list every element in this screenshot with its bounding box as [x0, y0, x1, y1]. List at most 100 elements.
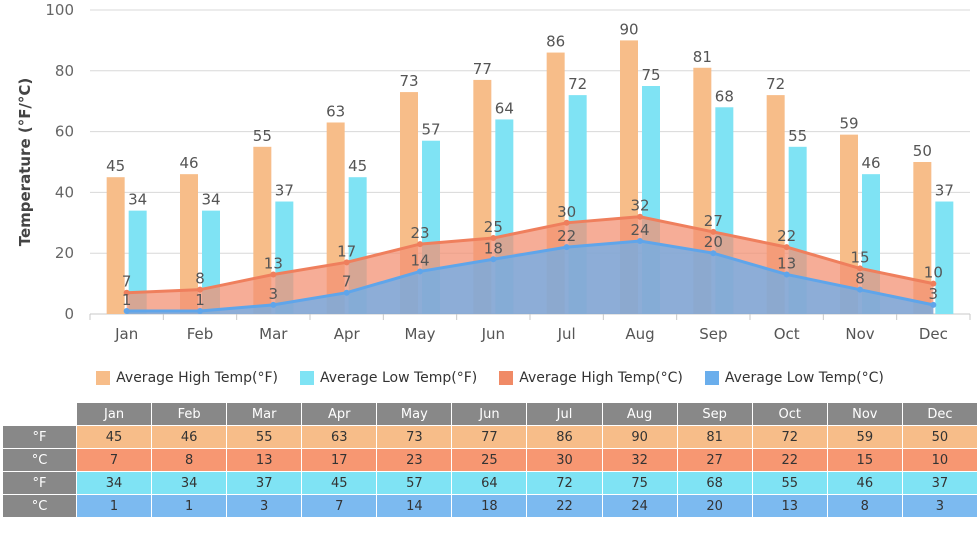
legend-item-low-c[interactable]: Average Low Temp(°C) — [704, 370, 884, 386]
table-cell: 72 — [526, 471, 603, 495]
data-label-high-f: 45 — [106, 157, 125, 175]
series-high-c-point — [783, 244, 790, 251]
data-label-low-c: 18 — [484, 239, 503, 257]
legend-item-low-f[interactable]: Average Low Temp(°F) — [300, 370, 477, 386]
table-cell: 17 — [301, 448, 378, 472]
table-header-row: Jan Feb Mar Apr May Jun Jul Aug Sep Oct … — [2, 402, 979, 426]
data-label-low-c: 8 — [855, 270, 865, 288]
legend-swatch-low-f — [300, 371, 315, 385]
table-cell: 22 — [526, 494, 603, 518]
table-cell: 64 — [451, 471, 528, 495]
data-label-high-f: 81 — [693, 48, 712, 66]
table-row-low-c: °C 1 1 3 7 14 18 22 24 20 13 8 3 — [2, 494, 979, 518]
data-label-high-c: 10 — [924, 264, 943, 282]
data-label-high-c: 32 — [630, 197, 649, 215]
data-label-low-c: 13 — [777, 254, 796, 272]
bar-low-f — [128, 210, 147, 314]
table-cell: 27 — [676, 448, 753, 472]
temperature-table: Jan Feb Mar Apr May Jun Jul Aug Sep Oct … — [2, 402, 979, 518]
data-label-low-c: 24 — [630, 221, 649, 239]
table-cell: 68 — [676, 471, 753, 495]
data-label-high-f: 86 — [546, 33, 565, 51]
series-high-c-point — [930, 280, 937, 287]
x-tick-label: Sep — [699, 325, 727, 343]
table-cell: 55 — [226, 425, 303, 449]
y-tick-label: 60 — [55, 123, 74, 141]
table-cell: 7 — [301, 494, 378, 518]
table-month-header: May — [376, 402, 453, 426]
series-low-c-point — [343, 289, 350, 296]
legend-label-low-f: Average Low Temp(°F) — [320, 370, 478, 386]
series-high-c-point — [197, 286, 203, 293]
data-label-low-c: 20 — [704, 233, 723, 251]
table-month-header: Jun — [451, 402, 528, 426]
table-cell: 8 — [826, 494, 903, 518]
table-cell: 37 — [226, 471, 303, 495]
table-month-header: Dec — [901, 402, 979, 426]
y-axis-label: Temperature (°F/°C) — [16, 78, 34, 247]
data-label-high-f: 55 — [253, 127, 272, 145]
table-month-header: Jul — [526, 402, 603, 426]
table-cell: 45 — [301, 471, 378, 495]
legend-label-high-f: Average High Temp(°F) — [116, 370, 279, 386]
legend-item-high-c[interactable]: Average High Temp(°C) — [499, 370, 683, 386]
table-cell: 20 — [676, 494, 753, 518]
table-cell: 23 — [376, 448, 453, 472]
series-low-c-point — [490, 256, 497, 263]
table-cell: 55 — [751, 471, 828, 495]
bar-high-f — [180, 174, 198, 314]
table-cell: 45 — [75, 425, 153, 449]
x-tick-label: Oct — [774, 325, 800, 343]
table-cell: 72 — [751, 425, 828, 449]
table-cell: 1 — [75, 494, 153, 518]
table-cell: 73 — [376, 425, 453, 449]
table-cell: 81 — [676, 425, 753, 449]
table-cell: 8 — [151, 448, 228, 472]
data-label-low-f: 37 — [275, 182, 294, 200]
table-month-header: Sep — [676, 402, 753, 426]
series-low-c-point — [197, 307, 203, 314]
table-cell: 50 — [901, 425, 979, 449]
series-high-c-point — [710, 228, 717, 235]
legend-item-high-f[interactable]: Average High Temp(°F) — [96, 370, 278, 386]
series-low-c-point — [417, 268, 423, 275]
table-cell: 75 — [601, 471, 678, 495]
table-month-header: Nov — [826, 402, 903, 426]
data-label-low-c: 1 — [195, 291, 205, 309]
x-tick-label: Jul — [557, 325, 576, 343]
table-cell: 46 — [826, 471, 903, 495]
legend-label-high-c: Average High Temp(°C) — [519, 370, 683, 386]
data-label-high-f: 63 — [326, 102, 345, 120]
data-label-high-c: 25 — [484, 218, 503, 236]
table-row-high-c: °C 7 8 13 17 23 25 30 32 27 22 15 10 — [2, 448, 979, 472]
data-label-high-f: 59 — [839, 115, 858, 133]
data-label-low-c: 14 — [410, 251, 429, 269]
table-cell: 3 — [226, 494, 303, 518]
data-label-high-c: 7 — [122, 273, 132, 291]
table-cell: 14 — [376, 494, 453, 518]
table-cell: 10 — [901, 448, 979, 472]
data-label-high-c: 15 — [850, 248, 869, 266]
table-month-header: Oct — [751, 402, 828, 426]
data-label-low-c: 7 — [342, 273, 352, 291]
legend-swatch-high-f — [96, 371, 111, 385]
series-high-c-point — [123, 289, 130, 296]
series-high-c-point — [563, 219, 570, 226]
table-cell: 15 — [826, 448, 903, 472]
table-cell: 24 — [601, 494, 678, 518]
table-month-header: Mar — [226, 402, 303, 426]
data-label-high-c: 17 — [337, 242, 356, 260]
data-label-low-f: 57 — [421, 121, 440, 139]
y-tick-label: 0 — [64, 305, 74, 323]
series-high-c-point — [270, 271, 277, 278]
table-month-header: Feb — [151, 402, 228, 426]
bar-high-f — [106, 177, 125, 314]
x-tick-label: Jun — [481, 325, 505, 343]
table-cell: 3 — [901, 494, 979, 518]
table-cell: 63 — [301, 425, 378, 449]
table-cell: 34 — [151, 471, 228, 495]
data-label-low-c: 3 — [269, 285, 279, 303]
series-low-c-point — [563, 244, 570, 251]
series-high-c-point — [490, 235, 497, 241]
data-label-low-f: 64 — [495, 99, 514, 117]
